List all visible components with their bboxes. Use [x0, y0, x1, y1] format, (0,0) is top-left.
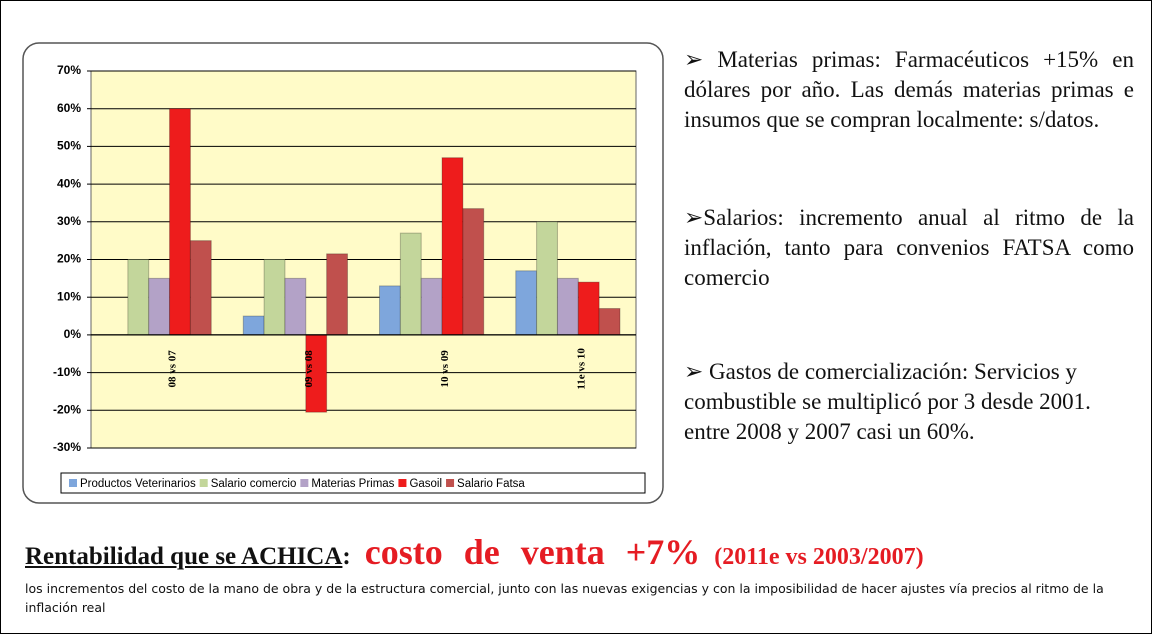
legend-label: Materias Primas [311, 478, 394, 490]
y-tick-label: 50% [57, 139, 81, 153]
y-tick-label: 10% [57, 289, 81, 303]
note: ➢ Gastos de comercialización: Servicios … [684, 359, 1091, 444]
x-tick-label: 11e vs 10 [575, 348, 587, 390]
legend-label: Salario Fatsa [457, 478, 525, 490]
bar [462, 208, 485, 336]
bar [556, 277, 579, 336]
y-tick-label: 40% [57, 176, 81, 190]
bar [379, 285, 401, 336]
bar [127, 259, 150, 336]
bar [536, 221, 558, 336]
headline: Rentabilidad que se ACHICA: costo de vent… [25, 531, 924, 573]
bar [399, 232, 422, 336]
y-tick-label: -20% [53, 402, 81, 416]
x-tick-label: 08 vs 07 [167, 350, 179, 388]
legend-swatch [398, 479, 407, 487]
bar [441, 157, 464, 336]
legend-swatch [69, 479, 77, 487]
bar [148, 277, 171, 336]
note: ➢Salarios: incremento anual al ritmo de … [684, 205, 1134, 290]
chart: -30% -20% -10% 0% 10% 20% 30% 40% 50% 60% 70% 08 vs… [22, 42, 664, 504]
bar [284, 277, 307, 336]
x-tick-label: 09 vs 08 [303, 350, 315, 388]
legend-swatch [300, 479, 309, 487]
legend-swatch [199, 479, 208, 487]
x-tick-label: 10 vs 09 [439, 350, 451, 388]
bar [598, 308, 621, 336]
footnote: los incrementos del costo de la mano de … [25, 581, 1104, 615]
headline-title: Rentabilidad que se ACHICA [25, 543, 343, 570]
legend-label: Productos Veterinarios [80, 478, 196, 490]
bar [169, 108, 191, 336]
headline-highlight: costo de venta +7% [364, 532, 701, 572]
bar [577, 281, 600, 336]
headline-colon: : [342, 543, 351, 570]
legend-label: Salario comercio [211, 478, 297, 490]
y-tick-label: 60% [57, 101, 81, 115]
legend-swatch [446, 479, 455, 487]
bar [242, 315, 265, 336]
note: ➢ Materias primas: Farmacéuticos +15% en… [684, 47, 1134, 132]
y-tick-label: 70% [57, 63, 81, 77]
y-tick-label: 30% [57, 214, 81, 228]
y-tick-label: -30% [53, 440, 81, 454]
y-tick-label: -10% [53, 365, 81, 379]
y-tick-label: 0% [64, 327, 82, 341]
headline-period: (2011e vs 2003/2007) [714, 544, 924, 570]
legend-box [60, 472, 646, 494]
bar [263, 259, 286, 336]
bar [326, 253, 348, 336]
y-tick-label: 20% [57, 252, 81, 266]
bar [189, 240, 212, 336]
bar [515, 270, 538, 336]
legend-label: Gasoil [409, 478, 442, 490]
bar [420, 277, 443, 336]
